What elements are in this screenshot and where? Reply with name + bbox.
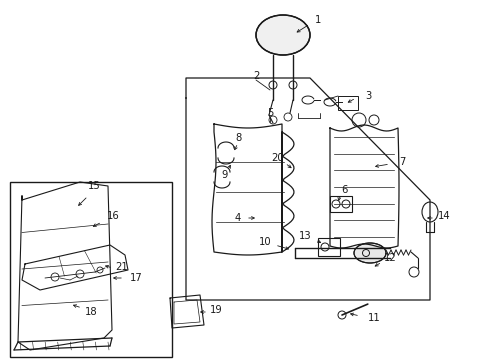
Text: 9: 9 [222, 170, 228, 180]
Ellipse shape [256, 15, 309, 55]
Text: 2: 2 [252, 71, 259, 81]
Text: 17: 17 [129, 273, 142, 283]
Bar [329, 196, 351, 212]
Text: 20: 20 [271, 153, 284, 163]
Text: 11: 11 [367, 313, 380, 323]
Text: 13: 13 [298, 231, 311, 241]
Ellipse shape [353, 243, 385, 263]
Text: 10: 10 [258, 237, 271, 247]
Text: 1: 1 [314, 15, 321, 25]
Text: 7: 7 [398, 157, 405, 167]
Bar [317, 238, 339, 256]
Text: 19: 19 [209, 305, 222, 315]
Bar [337, 96, 357, 110]
Bar [10, 182, 172, 357]
Text: 18: 18 [84, 307, 97, 317]
Text: 4: 4 [234, 213, 241, 223]
Text: 21: 21 [115, 262, 128, 272]
Text: 15: 15 [87, 181, 100, 191]
Text: 3: 3 [364, 91, 370, 101]
Text: 5: 5 [266, 108, 273, 118]
Text: 16: 16 [106, 211, 119, 221]
Text: 6: 6 [340, 185, 346, 195]
Text: 12: 12 [383, 253, 396, 263]
Text: 14: 14 [437, 211, 449, 221]
Text: 8: 8 [234, 133, 241, 143]
